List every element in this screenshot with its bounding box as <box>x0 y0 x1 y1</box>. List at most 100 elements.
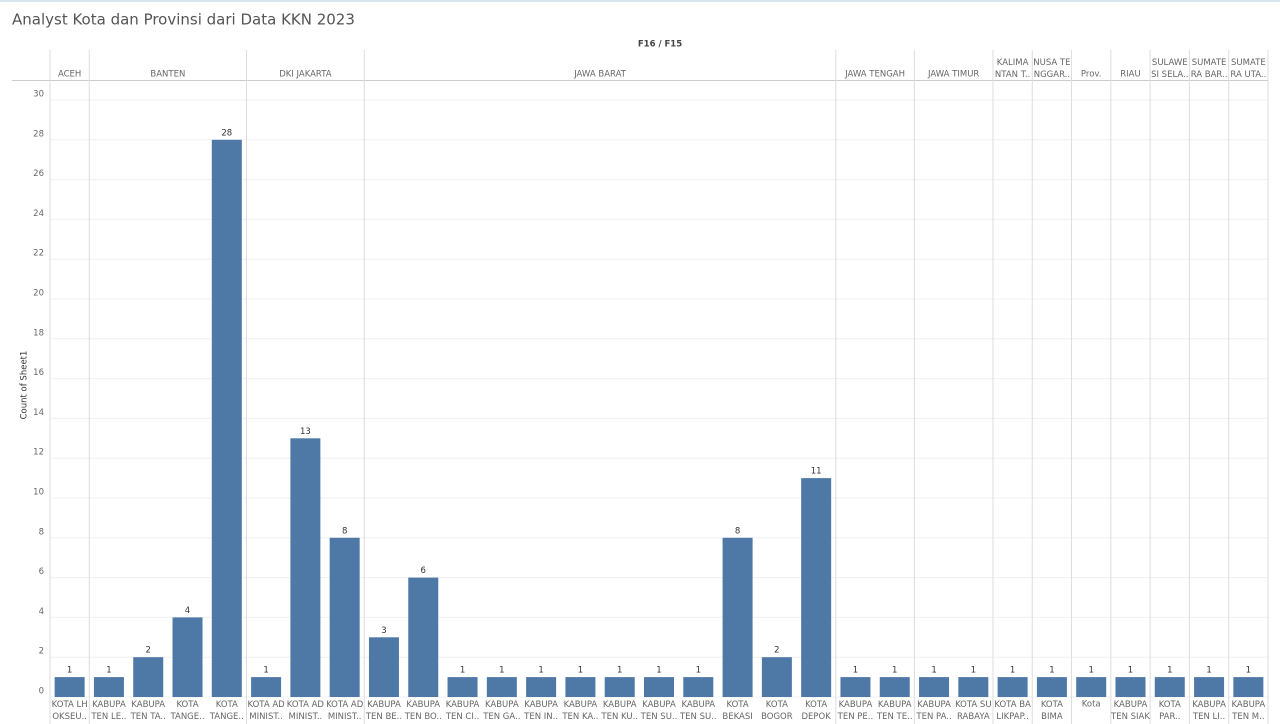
y-tick-label: 6 <box>39 567 44 577</box>
y-tick-label: 10 <box>33 488 44 498</box>
x-tick-label: KOTA AD MINIST.. <box>247 700 285 722</box>
x-tick-label: KABUPA TEN SU.. <box>679 700 717 722</box>
group-label: NUSA TE NGGAR.. <box>1033 58 1070 80</box>
y-tick-label: 4 <box>39 607 44 617</box>
bar <box>919 677 950 697</box>
value-label: 1 <box>931 666 936 676</box>
bar <box>879 677 910 697</box>
x-tick-label: KOTA BIMA <box>1041 700 1063 722</box>
bar <box>368 637 399 697</box>
x-tick-label: KOTA TANGE.. <box>169 700 204 722</box>
group-label: RIAU <box>1120 70 1140 80</box>
y-tick-label: 26 <box>33 169 44 179</box>
x-tick-label: KOTA LH OKSEU.. <box>52 700 88 722</box>
value-label: 2 <box>146 646 151 656</box>
value-label: 1 <box>1128 666 1133 676</box>
bar <box>644 677 674 697</box>
value-label: 3 <box>381 626 386 636</box>
top-border <box>0 0 1280 2</box>
y-tick-label: 0 <box>39 687 44 697</box>
x-tick-label: KABUPA TEN SU.. <box>640 700 678 722</box>
value-label: 2 <box>774 646 779 656</box>
x-tick-label: KOTA AD MINIST.. <box>326 700 364 722</box>
y-tick-label: 22 <box>33 249 44 259</box>
x-tick-label: KABUPA TEN KU.. <box>600 700 638 722</box>
group-label: JAWA TENGAH <box>844 70 905 80</box>
x-tick-label: KABUPA TEN CI.. <box>445 700 480 722</box>
x-tick-label: KABUPA TEN KA.. <box>561 700 598 722</box>
x-tick-label: KABUPA TEN LE.. <box>90 700 126 722</box>
bar <box>172 617 203 697</box>
bar <box>1115 677 1146 697</box>
value-label: 1 <box>1010 666 1015 676</box>
x-tick-label: KABUPA TEN TA.. <box>130 700 166 722</box>
value-label: 1 <box>696 666 701 676</box>
group-label: DKI JAKARTA <box>279 70 332 80</box>
y-tick-label: 14 <box>33 408 44 418</box>
x-tick-label: KOTA BOGOR <box>761 700 793 722</box>
value-label: 1 <box>578 666 583 676</box>
bar <box>1154 677 1185 697</box>
header-label: F16 / F15 <box>638 40 682 50</box>
bar <box>761 657 792 697</box>
value-label: 1 <box>67 666 72 676</box>
value-label: 4 <box>185 606 190 616</box>
value-label: 1 <box>617 666 622 676</box>
x-tick-label: KABUPA TEN BE.. <box>365 700 402 722</box>
x-tick-label: Kota <box>1082 700 1101 710</box>
bar <box>329 537 360 697</box>
value-label: 1 <box>1246 666 1251 676</box>
value-label: 1 <box>499 666 504 676</box>
value-label: 11 <box>811 467 822 477</box>
y-axis-label: Count of Sheet1 <box>20 351 30 420</box>
value-label: 1 <box>1167 666 1172 676</box>
y-tick-label: 2 <box>39 647 44 657</box>
y-tick-label: 28 <box>33 129 44 139</box>
y-tick-label: 24 <box>33 209 44 219</box>
bar <box>840 677 871 697</box>
bar <box>801 478 832 697</box>
value-label: 1 <box>1049 666 1054 676</box>
chart-title: Analyst Kota dan Provinsi dari Data KKN … <box>12 11 355 29</box>
value-label: 28 <box>221 128 232 138</box>
group-label: KALIMA NTAN T.. <box>995 58 1030 80</box>
value-label: 1 <box>1206 666 1211 676</box>
x-tick-label: KOTA BA LIKPAP.. <box>994 700 1031 722</box>
bar <box>290 438 321 697</box>
x-tick-label: KOTA TANGE.. <box>209 700 244 722</box>
x-tick-label: KABUPA TEN M.. <box>1231 700 1265 722</box>
bar <box>997 677 1028 697</box>
x-tick-label: KOTA SU RABAYA <box>955 700 991 722</box>
y-tick-label: 8 <box>39 527 44 537</box>
x-tick-label: KOTA BEKASI <box>722 700 752 722</box>
y-tick-label: 16 <box>33 368 44 378</box>
x-tick-label: KABUPA TEN PA.. <box>915 700 951 722</box>
value-label: 1 <box>538 666 543 676</box>
x-tick-label: KOTA DEPOK <box>802 700 832 722</box>
value-label: 8 <box>735 526 740 536</box>
bar <box>1076 677 1107 697</box>
bar <box>604 677 635 697</box>
x-tick-label: KABUPA TEN PE.. <box>837 700 874 722</box>
bar <box>722 537 753 697</box>
bar <box>211 139 242 698</box>
group-label: SUMATE RA BAR.. <box>1191 58 1228 80</box>
group-label: SUMATE RA UTA.. <box>1230 58 1266 80</box>
value-label: 13 <box>300 427 311 437</box>
group-label: JAWA BARAT <box>573 70 627 80</box>
x-tick-label: KABUPA TEN TE.. <box>876 700 913 722</box>
bar <box>93 677 124 697</box>
value-label: 1 <box>106 666 111 676</box>
bar <box>486 677 517 697</box>
x-tick-label: KOTA PAR.. <box>1159 700 1181 722</box>
group-label: Prov. <box>1081 70 1102 80</box>
x-tick-label: KABUPA TEN BO.. <box>404 700 442 722</box>
value-label: 1 <box>892 666 897 676</box>
bar <box>408 577 439 697</box>
x-tick-label: KABUPA TEN GA.. <box>482 700 520 722</box>
group-label: SULAWE SI SELA.. <box>1151 58 1188 80</box>
y-tick-label: 30 <box>33 90 44 100</box>
bar <box>565 677 596 697</box>
bar <box>54 677 85 697</box>
